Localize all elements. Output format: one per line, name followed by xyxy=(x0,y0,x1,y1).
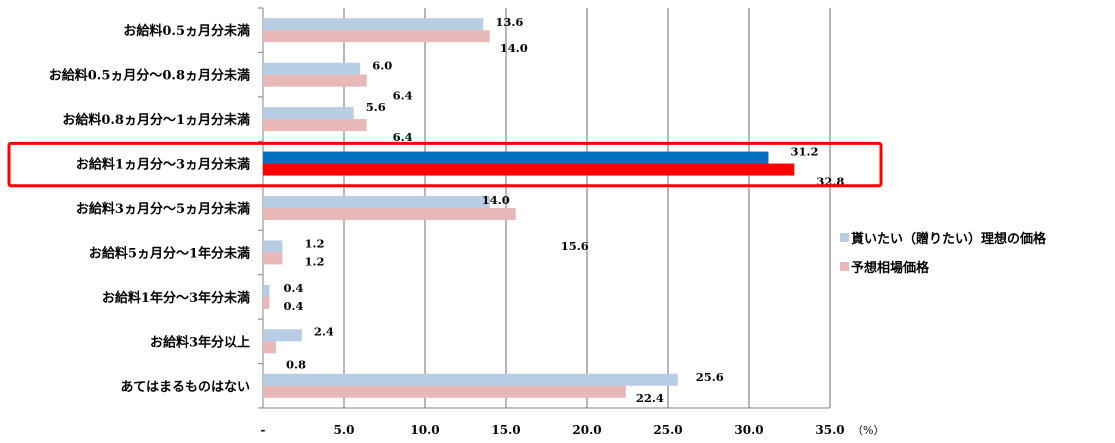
x-tick-label: 20.0 xyxy=(572,423,601,437)
bar xyxy=(263,196,490,208)
bar xyxy=(263,74,367,87)
x-tick-label: - xyxy=(261,423,266,437)
data-label: 0.8 xyxy=(286,357,306,371)
bar xyxy=(263,341,276,354)
data-label: 6.4 xyxy=(393,130,413,144)
data-label: 1.2 xyxy=(304,236,324,250)
x-tick-label: 15.0 xyxy=(491,423,520,437)
bar xyxy=(263,373,678,386)
bar xyxy=(263,296,270,309)
data-label: 15.6 xyxy=(561,239,589,253)
data-label: 13.6 xyxy=(495,15,523,29)
category-label: お給料0.8ヵ月分～1ヵ月分未満 xyxy=(62,112,250,128)
data-label: 0.4 xyxy=(283,299,303,313)
category-label: お給料1ヵ月分～3ヵ月分未満 xyxy=(76,157,250,173)
x-tick-label: 10.0 xyxy=(410,423,439,437)
x-tick-label: 5.0 xyxy=(334,423,355,437)
x-tick-label: 30.0 xyxy=(734,423,763,437)
bar xyxy=(263,385,626,398)
data-label: 22.4 xyxy=(636,391,664,405)
data-label: 6.4 xyxy=(393,89,413,103)
category-label: お給料0.5ヵ月分未満 xyxy=(123,23,250,39)
legend-label-expected: 予想相場価格 xyxy=(851,261,930,276)
bar xyxy=(263,119,367,132)
legend-label-ideal: 貰いたい（贈りたい）理想の価格 xyxy=(851,232,1047,247)
category-label: お給料5ヵ月分～1年分未満 xyxy=(89,245,250,261)
category-label: お給料3年分以上 xyxy=(150,334,250,350)
category-label: あてはまるものはない xyxy=(121,380,250,395)
x-tick-label: 35.0 xyxy=(815,423,844,437)
data-label: 25.6 xyxy=(696,370,724,384)
legend-swatch-expected xyxy=(840,262,849,271)
data-label: 2.4 xyxy=(314,324,334,338)
category-label: お給料0.5ヵ月分～0.8ヵ月分未満 xyxy=(49,68,250,84)
x-tick-label: 25.0 xyxy=(653,423,682,437)
data-label: 6.0 xyxy=(372,59,392,73)
category-label: お給料3ヵ月分～5ヵ月分未満 xyxy=(76,201,250,217)
bar xyxy=(263,151,769,164)
bar xyxy=(263,208,516,220)
bar xyxy=(263,240,283,253)
bar xyxy=(263,163,795,176)
legend-item-expected: 予想相場価格 xyxy=(840,257,929,276)
data-label: 14.0 xyxy=(482,193,510,207)
data-label: 1.2 xyxy=(304,254,324,268)
x-unit-label: （%） xyxy=(852,424,884,437)
bar xyxy=(263,107,354,120)
bar xyxy=(263,30,490,43)
highlight-box xyxy=(7,141,883,188)
data-label: 14.0 xyxy=(500,41,528,55)
legend-swatch-ideal xyxy=(840,233,849,242)
data-label: 31.2 xyxy=(790,145,818,159)
legend-item-ideal: 貰いたい（贈りたい）理想の価格 xyxy=(840,228,1046,247)
bar xyxy=(263,18,484,31)
bar xyxy=(263,284,270,297)
bar xyxy=(263,62,361,75)
data-label: 0.4 xyxy=(283,281,303,295)
data-label: 5.6 xyxy=(366,100,386,114)
category-label: お給料1年分～3年分未満 xyxy=(102,290,250,306)
bar xyxy=(263,252,283,265)
bar xyxy=(263,329,302,342)
